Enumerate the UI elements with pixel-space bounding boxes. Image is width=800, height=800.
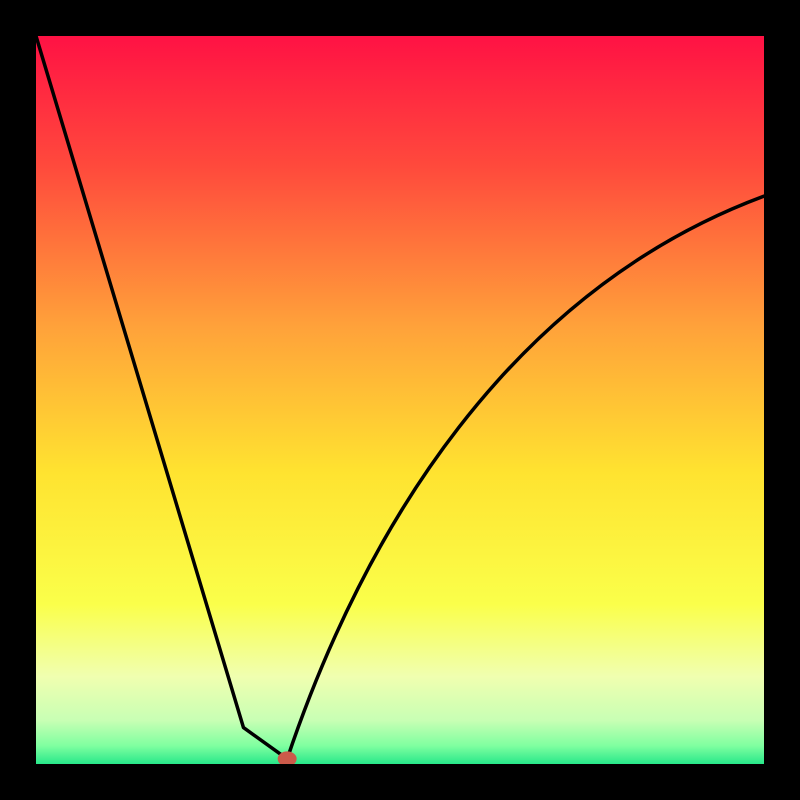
plot-area	[36, 36, 764, 764]
chart-frame: TheBottleneck.com	[0, 0, 800, 800]
curve-layer	[36, 36, 764, 764]
optimal-point-marker	[278, 752, 296, 764]
bottleneck-curve	[36, 36, 764, 759]
